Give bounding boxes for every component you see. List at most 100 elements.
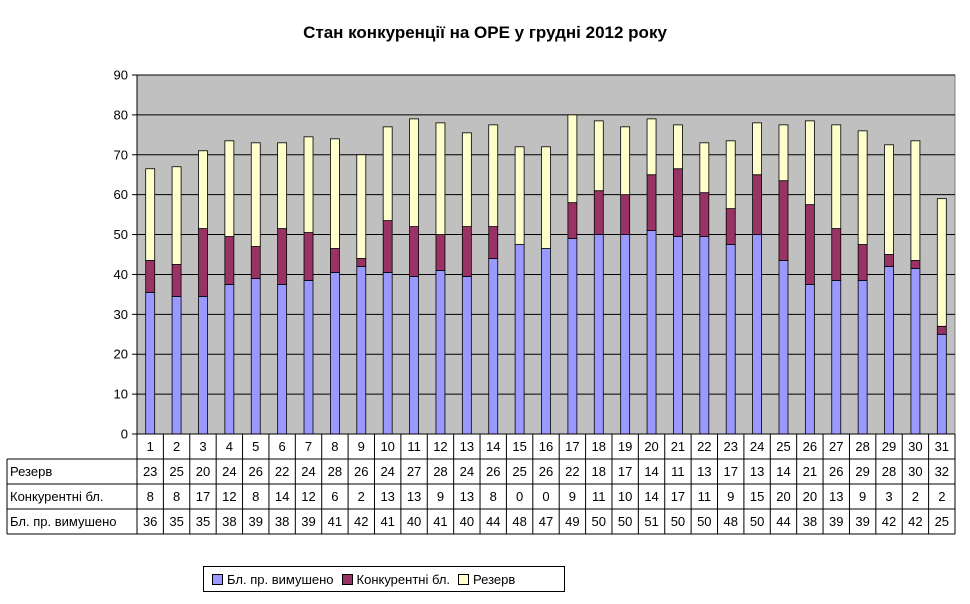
bar-2-2	[171, 264, 182, 297]
bar-3-8	[330, 138, 340, 249]
bar-2-23	[725, 208, 736, 245]
data-label: 48	[723, 514, 737, 529]
bar-3-21	[673, 124, 683, 170]
bar-1-5	[250, 278, 261, 435]
bar-3-10	[382, 126, 393, 221]
bar-2-27	[831, 228, 842, 281]
bar-2-30	[910, 260, 921, 269]
x-tick-label: 7	[305, 439, 312, 454]
bar-3-2	[171, 166, 182, 265]
x-tick-label: 10	[380, 439, 394, 454]
x-tick-label: 26	[803, 439, 817, 454]
data-label: 24	[380, 464, 394, 479]
x-tick-label: 3	[199, 439, 206, 454]
data-label: 22	[565, 464, 579, 479]
bar-3-15	[514, 146, 525, 245]
data-label: 48	[512, 514, 526, 529]
bar-2-29	[884, 254, 894, 267]
y-tick-label: 80	[114, 107, 128, 122]
data-label: 47	[539, 514, 553, 529]
legend-swatch	[458, 573, 470, 585]
bar-2-5	[250, 246, 261, 279]
data-label: 2	[938, 489, 945, 504]
bar-1-17	[567, 238, 578, 435]
bar-3-25	[778, 124, 789, 182]
data-label: 38	[222, 514, 236, 529]
bar-2-24	[752, 174, 762, 235]
bar-3-28	[857, 130, 868, 245]
legend-label: Бл. пр. вимушено	[227, 571, 334, 587]
data-label: 20	[196, 464, 210, 479]
bar-1-14	[488, 258, 499, 435]
bar-1-25	[778, 260, 789, 435]
data-label: 35	[169, 514, 183, 529]
bar-1-7	[303, 280, 314, 435]
bar-3-19	[620, 126, 631, 196]
data-label: 38	[275, 514, 289, 529]
legend-item: Бл. пр. вимушено	[212, 572, 334, 587]
bar-1-28	[857, 280, 868, 435]
data-label: 11	[592, 489, 606, 504]
legend-label: Резерв	[473, 571, 516, 587]
data-label: 17	[723, 464, 737, 479]
data-label: 26	[354, 464, 368, 479]
data-label: 0	[516, 489, 523, 504]
bar-1-27	[831, 280, 842, 435]
bar-1-31	[936, 333, 947, 435]
data-label: 25	[935, 514, 949, 529]
data-label: 13	[380, 489, 394, 504]
bar-2-18	[593, 190, 604, 235]
x-tick-label: 16	[539, 439, 553, 454]
data-label: 36	[143, 514, 157, 529]
x-tick-label: 15	[512, 439, 526, 454]
data-label: 20	[776, 489, 790, 504]
data-label: 23	[143, 464, 157, 479]
data-label: 14	[275, 489, 289, 504]
bar-3-16	[541, 146, 551, 249]
data-label: 18	[592, 464, 606, 479]
x-tick-label: 22	[697, 439, 711, 454]
bar-2-12	[435, 234, 446, 271]
bar-1-4	[224, 284, 235, 435]
bar-3-11	[409, 118, 419, 227]
bar-1-19	[620, 234, 631, 435]
data-label: 27	[407, 464, 421, 479]
data-label: 13	[460, 489, 474, 504]
bar-2-21	[673, 168, 683, 237]
x-tick-label: 13	[460, 439, 474, 454]
data-label: 0	[542, 489, 549, 504]
data-label: 17	[671, 489, 685, 504]
data-label: 2	[358, 489, 365, 504]
data-label: 50	[750, 514, 764, 529]
data-label: 9	[727, 489, 734, 504]
bar-1-23	[725, 244, 736, 435]
data-label: 13	[407, 489, 421, 504]
x-tick-label: 17	[565, 439, 579, 454]
data-label: 30	[908, 464, 922, 479]
data-label: 17	[618, 464, 632, 479]
data-label: 44	[776, 514, 790, 529]
bar-3-7	[303, 136, 314, 233]
data-label: 6	[331, 489, 338, 504]
data-label: 8	[173, 489, 180, 504]
bar-2-25	[778, 180, 789, 261]
bar-1-13	[461, 276, 472, 435]
data-label: 17	[196, 489, 210, 504]
data-label: 9	[437, 489, 444, 504]
y-tick-label: 20	[114, 347, 128, 362]
data-label: 26	[486, 464, 500, 479]
data-label: 39	[855, 514, 869, 529]
x-tick-label: 6	[279, 439, 286, 454]
bar-1-30	[910, 268, 921, 435]
bar-3-27	[831, 124, 842, 229]
data-label: 3	[885, 489, 892, 504]
bar-2-8	[330, 248, 340, 273]
data-label: 41	[380, 514, 394, 529]
bar-3-17	[567, 114, 578, 204]
data-label: 24	[460, 464, 474, 479]
bar-1-24	[752, 234, 762, 435]
data-label: 8	[490, 489, 497, 504]
data-label: 9	[859, 489, 866, 504]
y-tick-label: 10	[114, 387, 128, 402]
data-label: 13	[750, 464, 764, 479]
